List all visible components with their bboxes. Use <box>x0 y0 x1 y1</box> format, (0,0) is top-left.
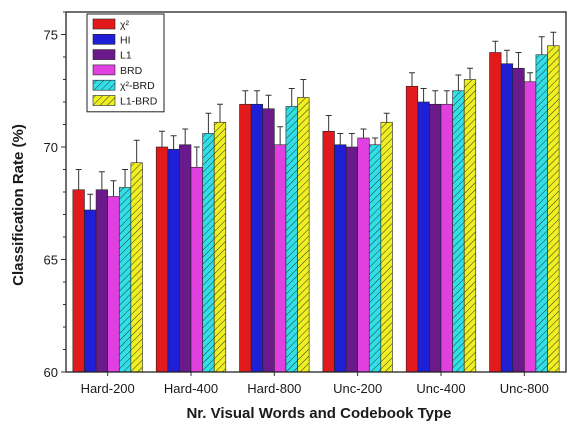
plot-area <box>72 31 560 373</box>
bar-hatch <box>297 97 310 372</box>
legend-swatch <box>92 64 116 76</box>
bar <box>190 166 203 373</box>
bar <box>345 146 358 373</box>
legend-label: L1-BRD <box>120 96 158 108</box>
bar <box>489 52 502 373</box>
bar <box>405 85 419 373</box>
bar-hatch <box>130 162 143 372</box>
legend-swatch <box>92 18 116 30</box>
x-tick-label: Unc-800 <box>500 381 549 396</box>
x-tick-label: Hard-200 <box>81 381 135 396</box>
bar-hatch <box>369 144 381 372</box>
bar <box>72 189 85 373</box>
bar <box>179 144 192 373</box>
bar <box>167 148 180 373</box>
bar <box>274 144 287 373</box>
legend-swatch-hatch <box>93 95 115 106</box>
x-tick-label: Hard-400 <box>164 381 218 396</box>
bar-hatch <box>214 122 226 372</box>
legend-label: χ² <box>120 19 130 31</box>
y-axis-label: Classification Rate (%) <box>10 124 27 286</box>
bar <box>322 130 335 373</box>
bar <box>440 103 453 373</box>
y-tick-label: 75 <box>44 28 58 43</box>
legend-label: BRD <box>120 65 143 77</box>
bar <box>107 196 120 373</box>
bar-hatch <box>464 79 476 372</box>
bar-hatch <box>202 133 215 372</box>
legend-swatch <box>92 49 116 60</box>
legend: χ² HI L1 BRD χ²-BRD L1-BRD <box>86 13 165 113</box>
bar <box>500 63 514 373</box>
bar <box>429 103 442 373</box>
x-tick-label: Unc-400 <box>416 381 465 396</box>
bar <box>334 144 347 373</box>
bar-hatch <box>285 106 298 372</box>
bar-hatch <box>119 187 131 372</box>
y-tick-label: 60 <box>44 365 58 380</box>
x-tick-label: Hard-800 <box>247 381 301 396</box>
bar <box>155 146 169 373</box>
bar-hatch <box>535 54 548 372</box>
bar <box>417 101 430 373</box>
bar-hatch <box>380 122 393 372</box>
bar-hatch <box>547 45 560 372</box>
bar <box>239 103 252 373</box>
legend-swatch-hatch <box>93 80 115 91</box>
bar <box>357 137 370 373</box>
bar <box>95 189 108 373</box>
x-axis-label: Nr. Visual Words and Codebook Type <box>186 405 451 422</box>
bar <box>84 209 97 373</box>
y-tick-label: 65 <box>44 253 58 268</box>
legend-label: HI <box>120 34 131 46</box>
bar <box>262 108 275 373</box>
bar <box>250 103 264 373</box>
y-tick-label: 70 <box>44 140 58 155</box>
bar <box>512 67 525 373</box>
bar <box>524 81 537 373</box>
legend-swatch <box>92 33 116 45</box>
bar-hatch <box>452 90 465 372</box>
x-tick-label: Unc-200 <box>333 381 382 396</box>
axes: Hard-200 Hard-400 Hard-800 Unc-200 Unc-400 Un… <box>44 11 567 396</box>
legend-label: χ²-BRD <box>120 80 155 92</box>
legend-label: L1 <box>120 50 132 62</box>
